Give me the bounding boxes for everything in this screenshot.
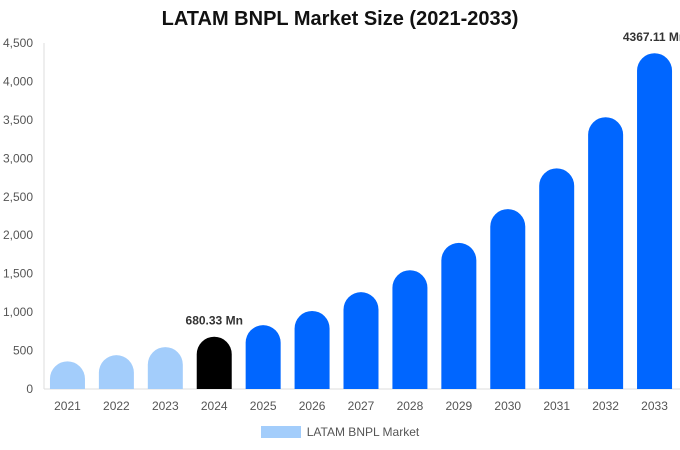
y-tick-label: 2,500	[3, 190, 33, 204]
bar-2029	[441, 242, 477, 389]
x-tick-label: 2025	[250, 399, 277, 413]
x-tick-label: 2021	[54, 399, 81, 413]
legend-swatch	[260, 426, 301, 438]
y-tick-label: 2,000	[3, 228, 33, 242]
chart-title: LATAM BNPL Market Size (2021-2033)	[161, 8, 519, 30]
bar-2026	[294, 310, 330, 389]
y-tick-label: 3,000	[3, 151, 33, 165]
y-tick-label: 1,000	[3, 305, 33, 319]
bar-2031	[539, 168, 575, 389]
x-tick-label: 2031	[543, 399, 570, 413]
bar-2030	[490, 209, 526, 389]
y-tick-label: 1,500	[3, 267, 33, 281]
legend-label: LATAM BNPL Market	[306, 425, 420, 439]
bar-2032	[588, 117, 624, 389]
data-label-2024: 680.33 Mn	[186, 314, 243, 328]
bar-2027	[343, 292, 379, 389]
bar-2033	[637, 53, 673, 389]
data-label-2033: 4367.11 Mn	[623, 30, 680, 44]
bar-2028	[392, 270, 428, 389]
y-tick-label: 4,000	[3, 74, 33, 88]
y-tick-label: 3,500	[3, 113, 33, 127]
y-tick-label: 0	[26, 382, 33, 396]
x-tick-label: 2023	[152, 399, 179, 413]
x-tick-label: 2033	[641, 399, 668, 413]
legend: LATAM BNPL Market	[0, 425, 680, 439]
x-tick-label: 2029	[445, 399, 472, 413]
x-tick-label: 2032	[592, 399, 619, 413]
x-tick-label: 2027	[348, 399, 375, 413]
x-tick-label: 2028	[397, 399, 424, 413]
bar-2022	[98, 355, 134, 389]
x-tick-label: 2024	[201, 399, 228, 413]
x-tick-label: 2026	[299, 399, 326, 413]
x-tick-label: 2022	[103, 399, 130, 413]
bar-2021	[49, 361, 85, 389]
bar-2024	[196, 336, 232, 389]
x-tick-label: 2030	[494, 399, 521, 413]
y-tick-label: 4,500	[3, 36, 33, 50]
bar-2023	[147, 347, 183, 389]
y-tick-label: 500	[13, 344, 33, 358]
bar-2025	[245, 325, 281, 389]
